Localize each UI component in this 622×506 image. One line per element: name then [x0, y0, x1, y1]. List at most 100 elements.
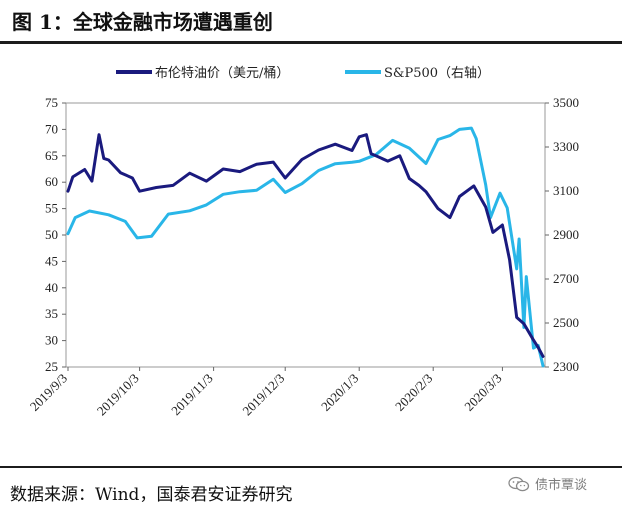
left-axis-tick-label: 60: [45, 174, 58, 189]
legend-label-sp500: S&P500（右轴）: [384, 66, 490, 81]
brent-series-point: [98, 134, 100, 136]
sp500-series-point: [74, 217, 76, 219]
sp500-series-point: [437, 138, 439, 141]
sp500-series-point: [425, 162, 427, 165]
wechat-icon: [508, 476, 530, 491]
left-axis-tick-label: 75: [45, 95, 58, 110]
brent-series-point: [351, 149, 353, 152]
sp500-series-point: [284, 191, 286, 194]
sp500-series-point: [392, 139, 394, 141]
brent-series-point: [408, 177, 410, 180]
sp500-series-point: [272, 178, 274, 180]
brent-series-point: [131, 177, 133, 179]
brent-series-point: [523, 323, 525, 325]
right-axis-tick-label: 2300: [553, 359, 579, 374]
brent-series-point: [222, 168, 224, 170]
brent-series-point: [501, 224, 503, 226]
sp500-series-point: [485, 184, 487, 186]
sp500-series-point: [475, 138, 477, 140]
brent-series-point: [532, 339, 535, 341]
watermark-text: 债市覃谈: [535, 478, 588, 493]
left-axis-tick-label: 30: [45, 333, 58, 348]
sp500-series-point: [334, 163, 336, 165]
sp500-series-line: [66, 126, 545, 368]
brent-series-point: [418, 184, 420, 186]
brent-series-point: [284, 177, 286, 179]
brent-series-point: [437, 208, 439, 210]
sp500-series-point: [358, 160, 360, 162]
sp500-series-point: [167, 213, 169, 215]
sp500-series-point: [532, 347, 535, 349]
brent-series-point: [542, 355, 544, 357]
legend-label-brent: 布伦特油价（美元/桶）: [155, 66, 289, 81]
sp500-series-point: [518, 238, 520, 240]
sp500-series-point: [205, 204, 207, 206]
x-axis-tick-label: 2020/3/3: [461, 371, 504, 414]
watermark: 债市覃谈: [508, 474, 587, 493]
right-axis-tick-label: 2700: [553, 271, 579, 286]
brent-series-point: [67, 190, 69, 192]
sp500-series-point: [189, 210, 191, 212]
brent-series-point: [458, 195, 461, 198]
x-axis-tick-label: 2019/11/3: [168, 371, 216, 419]
sp500-series-point: [301, 183, 303, 185]
brent-series-point: [172, 184, 174, 186]
sp500-series-point: [516, 268, 518, 270]
brent-series-point: [301, 158, 303, 161]
brent-series-point: [485, 206, 487, 208]
brent-series-point: [537, 346, 539, 349]
legend: 布伦特油价（美元/桶） S&P500（右轴）: [116, 66, 490, 81]
left-axis-tick-label: 70: [45, 121, 58, 136]
figure-title: 图 1：全球金融市场遭遇重创: [12, 10, 273, 34]
brent-series-point: [72, 176, 74, 178]
right-axis-tick-label: 2500: [553, 315, 579, 330]
plot-frame: [65, 102, 546, 368]
left-axis-tick-label: 45: [45, 253, 58, 268]
sp500-series-point: [458, 128, 461, 130]
brent-series-point: [516, 316, 518, 318]
brent-series-point: [239, 171, 241, 173]
sp500-series-point: [222, 193, 224, 195]
right-axis-tick-label: 3500: [553, 95, 579, 110]
source-note: 数据来源：Wind，国泰君安证券研究: [10, 485, 293, 505]
sp500-series-point: [136, 237, 138, 239]
sp500-series-point: [108, 214, 110, 216]
axes: 75 70 65 60 55 50 45 40 35 30 25 3500 3300 3100 2900 27…: [27, 95, 579, 418]
brent-series-point: [103, 157, 105, 159]
brent-series-point: [399, 155, 401, 157]
x-axis-tick-label: 2019/9/3: [27, 371, 70, 414]
sp500-series-point: [351, 161, 353, 163]
right-axis-tick-label: 3100: [553, 183, 579, 198]
brent-series-point: [365, 134, 367, 136]
sp500-series-point: [88, 210, 91, 212]
left-axis-tick-label: 40: [45, 280, 58, 295]
left-axis-tick-label: 55: [45, 201, 58, 216]
brent-series-point: [358, 136, 360, 138]
brent-series-point: [91, 180, 93, 182]
brent-series-point: [425, 191, 427, 193]
series-layer: [66, 126, 545, 368]
brent-series-point: [108, 159, 110, 161]
x-axis-tick-label: 2020/1/3: [318, 371, 361, 414]
brent-series-point: [509, 259, 511, 261]
sp500-series-point: [470, 127, 472, 129]
oil-sp500-chart: 布伦特油价（美元/桶） S&P500（右轴） 75 70 65 60 55 50 45 40 3…: [27, 66, 579, 418]
brent-series-point: [84, 168, 86, 171]
right-axis-tick-label: 3300: [553, 139, 579, 154]
left-axis-tick-label: 65: [45, 148, 58, 163]
sp500-series-point: [124, 220, 126, 222]
sp500-series-point: [542, 365, 544, 367]
left-axis-tick-label: 35: [45, 306, 58, 321]
sp500-series-point: [239, 191, 241, 193]
sp500-series-point: [256, 189, 258, 191]
figure-title-bar: 图 1：全球金融市场遭遇重创: [0, 0, 622, 40]
brent-series-point: [370, 153, 372, 155]
sp500-series-point: [67, 233, 69, 235]
brent-series-point: [272, 161, 274, 163]
sp500-series-point: [499, 192, 501, 194]
left-axis-tick-label: 50: [45, 227, 58, 242]
brent-series-point: [492, 231, 494, 233]
right-axis-tick-label: 2900: [553, 227, 579, 242]
brent-series-point: [119, 172, 122, 174]
x-axis-tick-label: 2020/2/3: [392, 371, 435, 414]
